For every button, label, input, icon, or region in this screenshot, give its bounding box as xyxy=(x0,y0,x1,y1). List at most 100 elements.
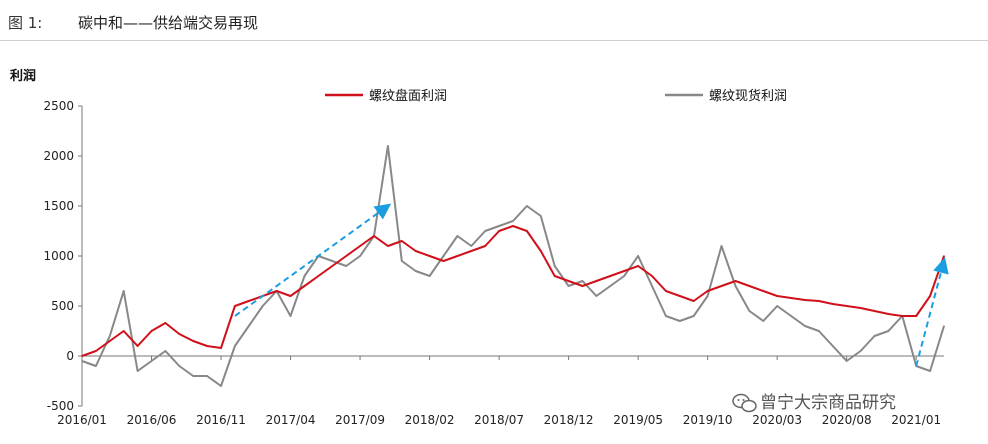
x-tick-label: 2018/12 xyxy=(544,413,594,427)
data-point xyxy=(150,360,153,362)
y-axis-label: 利润 xyxy=(10,68,36,84)
data-point xyxy=(428,275,431,277)
data-point xyxy=(845,360,848,362)
data-point xyxy=(261,305,264,307)
data-point xyxy=(95,365,97,367)
data-point xyxy=(887,330,890,332)
x-tick-label: 2020/03 xyxy=(752,413,802,427)
data-point xyxy=(637,255,639,257)
trend-arrows xyxy=(234,203,949,367)
data-point xyxy=(776,305,778,307)
data-point xyxy=(762,320,765,322)
trend-arrow-2 xyxy=(915,257,949,367)
data-point xyxy=(498,225,500,227)
data-point xyxy=(456,235,459,237)
data-point xyxy=(248,325,250,327)
series-line-spot-profit xyxy=(81,145,945,387)
x-tick-label: 2019/10 xyxy=(683,413,733,427)
data-point xyxy=(275,290,278,292)
data-point xyxy=(317,275,320,277)
data-point xyxy=(387,145,389,147)
data-point xyxy=(901,315,904,317)
data-point xyxy=(248,300,250,302)
data-point xyxy=(428,255,431,257)
data-point xyxy=(831,303,834,305)
x-tick-label: 2017/04 xyxy=(266,413,316,427)
data-point xyxy=(289,295,292,297)
data-point xyxy=(595,280,598,282)
data-point xyxy=(206,375,208,377)
data-point xyxy=(790,315,792,317)
data-point xyxy=(303,285,306,287)
data-point xyxy=(234,345,236,347)
wechat-icon xyxy=(732,393,757,413)
legend-label: 螺纹盘面利润 xyxy=(369,88,447,104)
x-tick-label: 2021/01 xyxy=(891,413,941,427)
data-point xyxy=(845,305,848,307)
data-point xyxy=(706,290,709,292)
data-point xyxy=(929,295,931,297)
y-tick-label: 1500 xyxy=(43,199,74,213)
data-point xyxy=(734,280,737,282)
y-tick-label: 1000 xyxy=(43,249,74,263)
data-point xyxy=(442,255,445,257)
axes xyxy=(81,106,944,406)
data-point xyxy=(581,280,584,282)
data-point xyxy=(220,385,222,387)
data-point xyxy=(331,265,334,267)
data-point xyxy=(818,330,820,332)
watermark: 曾宁大宗商品研究 xyxy=(732,393,896,413)
data-point xyxy=(512,225,514,227)
data-point xyxy=(400,260,403,262)
data-point xyxy=(484,230,486,232)
data-point xyxy=(553,275,556,277)
data-point xyxy=(526,205,528,207)
data-point xyxy=(679,320,681,322)
data-point xyxy=(581,285,584,287)
y-tick-label: -500 xyxy=(47,399,74,413)
data-point xyxy=(748,310,751,312)
data-point xyxy=(289,315,292,317)
data-point xyxy=(609,285,612,287)
data-point xyxy=(109,340,111,342)
data-point xyxy=(470,250,473,252)
data-point xyxy=(540,215,542,217)
x-tick-label: 2016/01 xyxy=(57,413,107,427)
data-point xyxy=(178,333,181,335)
data-point xyxy=(192,375,195,377)
data-point xyxy=(512,220,514,222)
figure-label: 图 1: xyxy=(8,14,43,32)
data-point xyxy=(220,347,222,349)
trend-arrow-1 xyxy=(234,203,392,317)
data-point xyxy=(109,335,111,337)
data-point xyxy=(804,325,806,327)
y-axis-ticks: -500 0 500 1000 1500 2000 2500 xyxy=(43,99,82,413)
data-point xyxy=(206,345,208,347)
data-point xyxy=(929,370,931,372)
y-tick-label: 2000 xyxy=(43,149,74,163)
data-point xyxy=(345,255,347,257)
data-point xyxy=(122,290,125,292)
data-point xyxy=(136,345,139,347)
x-tick-label: 2018/07 xyxy=(474,413,524,427)
data-point xyxy=(303,275,306,277)
data-point xyxy=(762,290,765,292)
data-point xyxy=(164,350,167,352)
figure-title: 碳中和——供给端交易再现 xyxy=(78,14,259,32)
data-point xyxy=(234,305,236,307)
data-point xyxy=(567,280,570,282)
x-tick-label: 2017/09 xyxy=(335,413,385,427)
data-point xyxy=(651,285,653,287)
data-point xyxy=(484,245,486,247)
series-lines xyxy=(81,145,945,387)
data-point xyxy=(456,255,459,257)
data-point xyxy=(400,240,403,242)
data-point xyxy=(540,250,542,252)
data-point xyxy=(81,360,83,362)
data-point xyxy=(887,313,890,315)
data-point xyxy=(706,295,709,297)
data-point xyxy=(748,285,751,287)
data-point xyxy=(720,285,723,287)
data-point xyxy=(623,270,626,272)
